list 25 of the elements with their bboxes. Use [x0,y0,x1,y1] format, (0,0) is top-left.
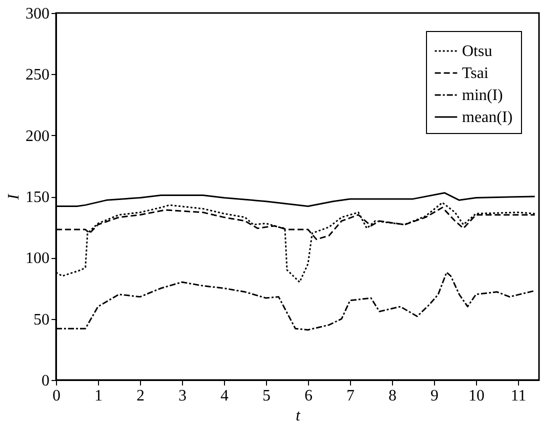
y-tick-label: 300 [26,6,50,22]
x-axis-title: t [296,408,301,424]
x-tick-label: 0 [52,388,60,404]
x-tick-label: 6 [304,388,312,404]
y-axis-title: I [6,194,22,201]
x-tick-label: 11 [510,388,526,404]
y-tick-label: 0 [42,372,50,390]
x-tick-label: 10 [468,388,484,404]
x-tick-label: 4 [220,388,228,404]
legend-label: min(I) [462,87,503,104]
y-tick-label: 50 [34,311,50,328]
legend-label: mean(I) [462,109,513,126]
x-tick-label: 9 [430,388,438,404]
x-tick-label: 8 [388,388,396,404]
x-tick-label: 2 [136,388,144,404]
legend-label: Tsai [462,65,489,82]
y-tick-label: 100 [26,250,50,268]
legend-label: Otsu [462,43,492,60]
y-tick-label: 200 [26,128,50,145]
y-tick-label: 150 [26,189,50,206]
x-tick-label: 5 [262,388,270,404]
x-tick-label: 1 [94,388,102,404]
x-tick-label: 7 [346,388,354,404]
y-tick-label: 250 [26,66,50,84]
x-tick-label: 3 [178,388,186,404]
